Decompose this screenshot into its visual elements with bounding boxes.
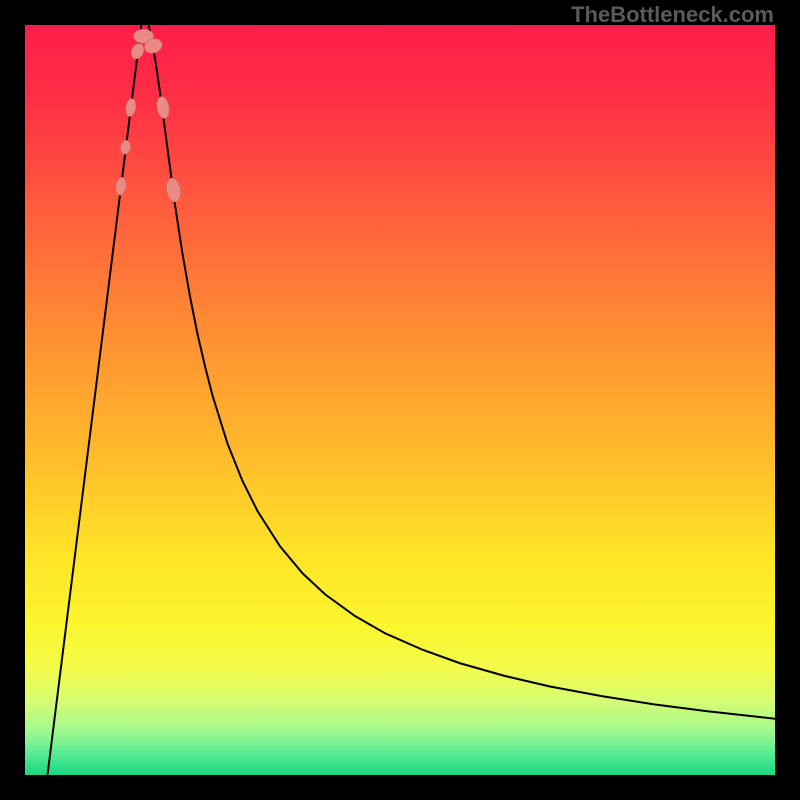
data-marker: [120, 140, 132, 155]
data-marker: [129, 41, 147, 61]
plot-area: [25, 25, 775, 775]
data-markers: [115, 29, 183, 203]
curve-layer: [25, 25, 775, 775]
right-branch-curve: [149, 25, 775, 719]
data-marker: [155, 96, 171, 120]
data-marker: [115, 177, 127, 196]
chart-frame: TheBottleneck.com: [0, 0, 800, 800]
watermark-text: TheBottleneck.com: [571, 2, 774, 28]
data-marker: [165, 177, 183, 203]
data-marker: [125, 98, 137, 117]
left-branch-curve: [48, 25, 142, 775]
